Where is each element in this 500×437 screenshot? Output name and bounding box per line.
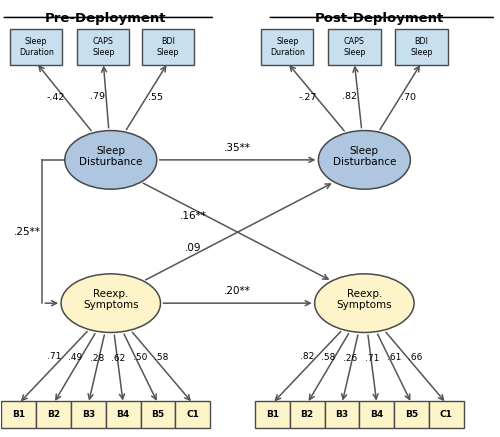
FancyBboxPatch shape bbox=[140, 401, 175, 428]
Text: .70: .70 bbox=[402, 93, 416, 102]
Text: B2: B2 bbox=[47, 410, 60, 419]
Text: .66: .66 bbox=[408, 353, 422, 362]
FancyBboxPatch shape bbox=[10, 29, 62, 65]
Text: Pre-Deployment: Pre-Deployment bbox=[45, 12, 166, 25]
FancyBboxPatch shape bbox=[261, 29, 314, 65]
Text: .35**: .35** bbox=[224, 143, 251, 153]
Text: .49: .49 bbox=[68, 353, 82, 362]
Text: .58: .58 bbox=[154, 353, 169, 362]
Text: B5: B5 bbox=[405, 410, 418, 419]
Ellipse shape bbox=[65, 131, 157, 189]
FancyBboxPatch shape bbox=[71, 401, 106, 428]
FancyBboxPatch shape bbox=[142, 29, 194, 65]
Text: -.42: -.42 bbox=[46, 93, 65, 102]
Text: Sleep
Disturbance: Sleep Disturbance bbox=[332, 146, 396, 167]
Text: B1: B1 bbox=[266, 410, 279, 419]
Ellipse shape bbox=[318, 131, 410, 189]
Text: C1: C1 bbox=[440, 410, 453, 419]
Text: .79: .79 bbox=[90, 92, 104, 101]
Text: .25**: .25** bbox=[14, 226, 41, 236]
FancyBboxPatch shape bbox=[328, 29, 380, 65]
Text: .20**: .20** bbox=[224, 286, 251, 296]
Text: .55: .55 bbox=[148, 93, 163, 102]
Text: .82: .82 bbox=[300, 353, 314, 361]
Text: Reexp.
Symptoms: Reexp. Symptoms bbox=[336, 289, 392, 311]
Text: B1: B1 bbox=[12, 410, 26, 419]
FancyBboxPatch shape bbox=[290, 401, 324, 428]
Text: B3: B3 bbox=[82, 410, 95, 419]
FancyBboxPatch shape bbox=[360, 401, 394, 428]
Ellipse shape bbox=[314, 274, 414, 333]
Text: .71: .71 bbox=[365, 354, 380, 363]
Text: .16**: .16** bbox=[180, 212, 206, 221]
Text: B4: B4 bbox=[116, 410, 130, 419]
Text: Sleep
Duration: Sleep Duration bbox=[270, 37, 304, 57]
Text: .09: .09 bbox=[184, 243, 201, 253]
Text: BDI
Sleep: BDI Sleep bbox=[156, 37, 179, 57]
FancyBboxPatch shape bbox=[36, 401, 71, 428]
FancyBboxPatch shape bbox=[255, 401, 290, 428]
Text: BDI
Sleep: BDI Sleep bbox=[410, 37, 433, 57]
Text: B3: B3 bbox=[336, 410, 348, 419]
Text: .58: .58 bbox=[322, 353, 336, 362]
Text: Sleep
Disturbance: Sleep Disturbance bbox=[79, 146, 142, 167]
Text: .28: .28 bbox=[90, 354, 104, 363]
FancyBboxPatch shape bbox=[396, 29, 448, 65]
Text: .62: .62 bbox=[112, 354, 126, 363]
Text: CAPS
Sleep: CAPS Sleep bbox=[92, 37, 114, 57]
Text: C1: C1 bbox=[186, 410, 200, 419]
Text: .61: .61 bbox=[387, 354, 401, 363]
Text: .71: .71 bbox=[46, 353, 61, 361]
Text: .50: .50 bbox=[133, 354, 148, 363]
FancyBboxPatch shape bbox=[429, 401, 464, 428]
FancyBboxPatch shape bbox=[77, 29, 130, 65]
FancyBboxPatch shape bbox=[106, 401, 140, 428]
Ellipse shape bbox=[61, 274, 160, 333]
FancyBboxPatch shape bbox=[394, 401, 429, 428]
Text: -.27: -.27 bbox=[298, 94, 317, 102]
Text: B5: B5 bbox=[152, 410, 164, 419]
Text: .26: .26 bbox=[343, 354, 357, 363]
FancyBboxPatch shape bbox=[2, 401, 36, 428]
Text: B2: B2 bbox=[300, 410, 314, 419]
FancyBboxPatch shape bbox=[176, 401, 210, 428]
Text: B4: B4 bbox=[370, 410, 384, 419]
Text: .82: .82 bbox=[342, 92, 356, 101]
Text: Sleep
Duration: Sleep Duration bbox=[19, 37, 54, 57]
FancyBboxPatch shape bbox=[324, 401, 360, 428]
Text: CAPS
Sleep: CAPS Sleep bbox=[343, 37, 365, 57]
Text: Reexp.
Symptoms: Reexp. Symptoms bbox=[83, 289, 138, 311]
Text: Post-Deployment: Post-Deployment bbox=[314, 12, 444, 25]
